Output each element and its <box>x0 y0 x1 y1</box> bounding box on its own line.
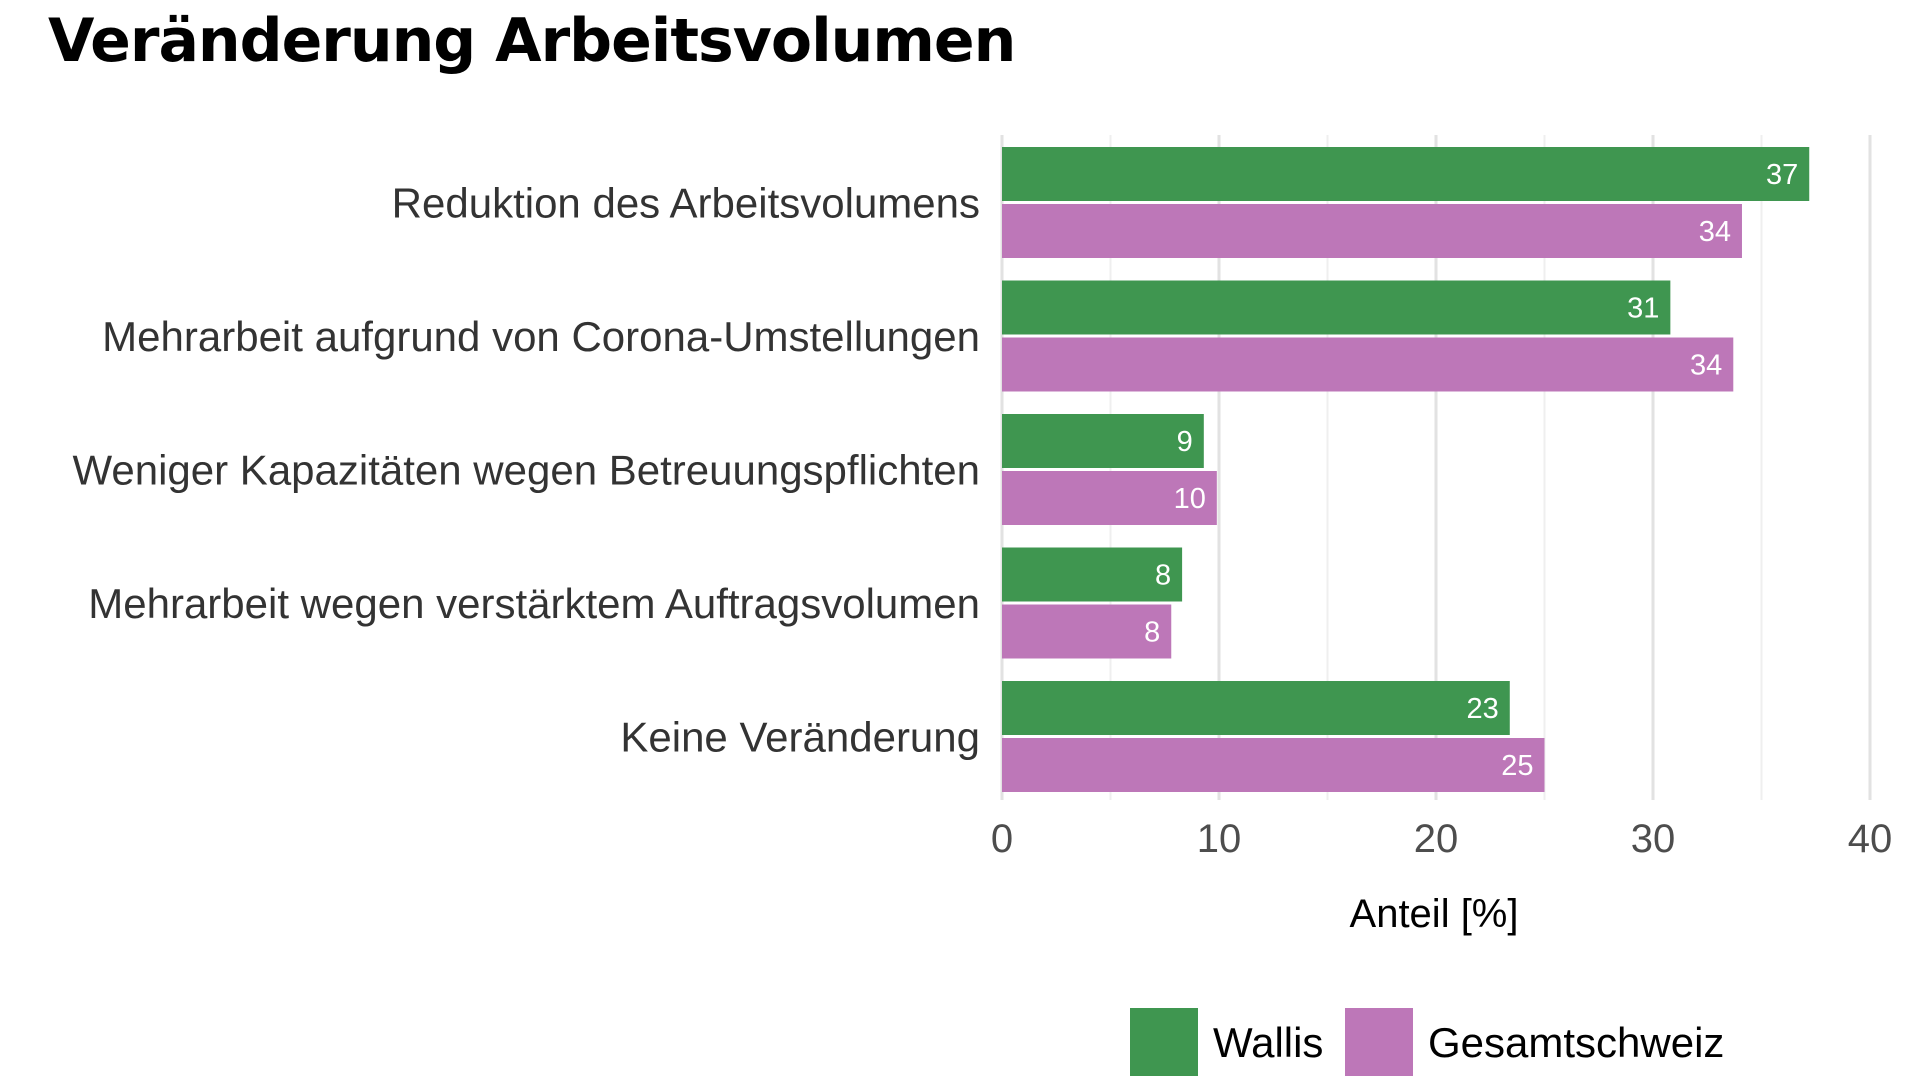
value-label: 10 <box>1174 483 1206 515</box>
x-tick-label: 20 <box>1414 817 1459 861</box>
legend-swatch-wallis <box>1130 1008 1198 1076</box>
bar-wallis <box>1002 280 1671 335</box>
x-axis-ticks: 0 10 20 30 40 <box>991 817 1892 861</box>
bar-gesamtschweiz <box>1002 337 1734 392</box>
x-tick-label: 40 <box>1848 817 1893 861</box>
value-label: 34 <box>1699 216 1731 248</box>
x-tick-label: 10 <box>1197 817 1242 861</box>
bar-gesamtschweiz <box>1002 738 1545 792</box>
legend: Wallis Gesamtschweiz <box>1130 1008 1724 1076</box>
bar-wallis <box>1002 547 1183 602</box>
category-label: Mehrarbeit aufgrund von Corona-Umstellun… <box>102 313 980 360</box>
x-tick-label: 30 <box>1631 817 1676 861</box>
legend-swatch-gesamtschweiz <box>1345 1008 1413 1076</box>
category-label: Mehrarbeit wegen verstärktem Auftragsvol… <box>88 580 980 627</box>
value-label: 9 <box>1177 426 1193 458</box>
bar-wallis <box>1002 414 1204 468</box>
bar-wallis <box>1002 681 1510 735</box>
value-label: 8 <box>1144 617 1160 649</box>
bar-wallis <box>1002 147 1810 201</box>
x-axis-title: Anteil [%] <box>1350 892 1519 936</box>
category-labels: Reduktion des Arbeitsvolumens Mehrarbeit … <box>73 180 981 761</box>
value-label: 31 <box>1627 293 1659 325</box>
category-label: Weniger Kapazitäten wegen Betreuungspfli… <box>73 447 981 494</box>
value-label: 34 <box>1690 350 1722 382</box>
legend-label-gesamtschweiz: Gesamtschweiz <box>1428 1019 1724 1066</box>
category-label: Reduktion des Arbeitsvolumens <box>392 180 980 227</box>
bar-gesamtschweiz <box>1002 204 1742 258</box>
category-label: Keine Veränderung <box>620 714 980 761</box>
bar-gesamtschweiz <box>1002 471 1217 525</box>
value-label: 8 <box>1155 560 1171 592</box>
bar-gesamtschweiz <box>1002 604 1172 659</box>
chart-title: Veränderung Arbeitsvolumen <box>48 6 1016 76</box>
value-label: 25 <box>1501 750 1533 782</box>
value-label: 37 <box>1766 159 1798 191</box>
legend-label-wallis: Wallis <box>1213 1019 1323 1066</box>
x-tick-label: 0 <box>991 817 1013 861</box>
value-label: 23 <box>1467 693 1499 725</box>
